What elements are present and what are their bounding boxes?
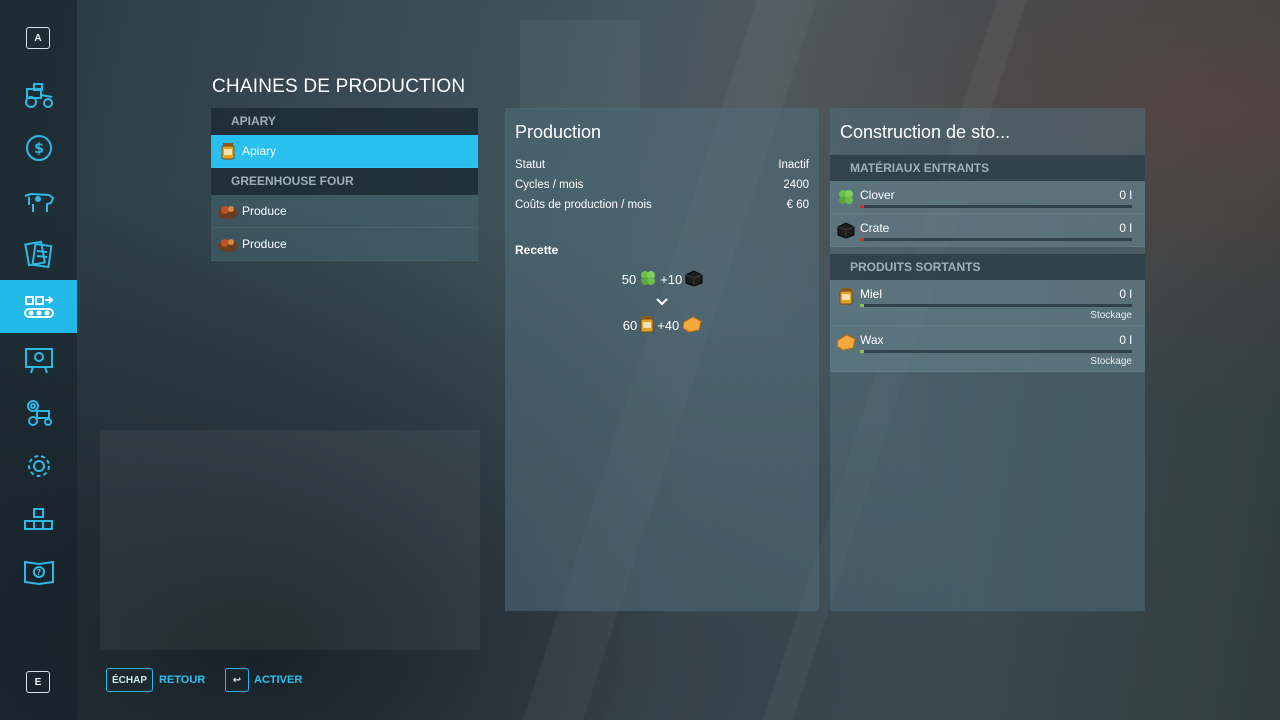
recipe-outputs: 60 +40: [505, 314, 819, 337]
sidebar: A $: [0, 0, 77, 720]
produce-icon: [217, 233, 239, 255]
stat-value: 2400: [783, 179, 809, 191]
svg-text:?: ?: [36, 568, 41, 577]
recipe-output-amount: 60: [622, 318, 638, 333]
list-section-header: APIARY: [211, 108, 478, 135]
outputs-header: PRODUITS SORTANTS: [830, 254, 1145, 280]
cow-icon: [24, 192, 54, 212]
page-title: CHAINES DE PRODUCTION: [212, 76, 466, 97]
produce-icon: [217, 200, 239, 222]
crate-icon: [684, 269, 704, 290]
nav-finances[interactable]: $: [0, 121, 77, 174]
material-name: Crate: [860, 221, 890, 235]
list-item-label: Apiary: [242, 144, 277, 158]
material-qty: 0 l: [1119, 333, 1132, 347]
vehicle-settings-icon: [26, 399, 52, 426]
honey-jar-icon: [217, 140, 239, 162]
list-item-label: Produce: [242, 204, 287, 218]
nav-animals[interactable]: [0, 174, 77, 227]
honey-jar-icon: [835, 285, 857, 307]
list-section-header: GREENHOUSE FOUR: [211, 168, 478, 195]
output-row-wax: Wax 0 l Stockage: [830, 326, 1145, 372]
output-row-miel: Miel 0 l Stockage: [830, 280, 1145, 326]
help-book-icon: ?: [23, 560, 54, 585]
fill-bar: [860, 350, 1132, 353]
stat-label: Coûts de production / mois: [515, 199, 652, 211]
list-item[interactable]: Produce: [211, 228, 478, 261]
stat-row-costs: Coûts de production / mois € 60: [505, 195, 819, 215]
storage-title: Construction de sto...: [840, 122, 1011, 142]
recipe-inputs: 50 +10: [505, 268, 819, 291]
recipe-label: Recette: [515, 243, 559, 257]
wax-icon: [835, 331, 857, 353]
tractor-icon: [24, 82, 53, 108]
gear-icon: [27, 454, 50, 477]
wax-icon: [681, 314, 703, 337]
nav-settings[interactable]: [0, 439, 77, 492]
crate-icon: [835, 219, 857, 241]
nav-contracts[interactable]: [0, 227, 77, 280]
clover-icon: [835, 186, 857, 208]
production-panel: Production Statut Inactif Cycles / mois …: [505, 108, 819, 611]
nav-production[interactable]: [0, 280, 77, 333]
nav-vehicle-settings[interactable]: [0, 386, 77, 439]
fill-bar: [860, 304, 1132, 307]
material-name: Clover: [860, 188, 895, 202]
activate-button[interactable]: ACTIVER: [254, 674, 303, 686]
map-icon: [24, 347, 53, 373]
list-item[interactable]: Apiary: [211, 135, 478, 168]
material-qty: 0 l: [1119, 188, 1132, 202]
input-row-clover: Clover 0 l: [830, 181, 1145, 214]
storage-panel: Construction de sto... MATÉRIAUX ENTRANT…: [830, 108, 1145, 611]
activate-key[interactable]: ↩: [225, 668, 249, 692]
fill-bar: [860, 238, 1132, 241]
production-icon: [23, 295, 54, 318]
list-item[interactable]: Produce: [211, 195, 478, 228]
svg-text:$: $: [34, 141, 44, 157]
chevron-down-icon: [655, 294, 669, 312]
stat-value: Inactif: [778, 159, 809, 171]
nav-help[interactable]: ?: [0, 545, 77, 598]
nav-vehicles[interactable]: [0, 68, 77, 121]
prev-tab-key[interactable]: A: [26, 27, 50, 49]
storage-mode: Stockage: [1090, 356, 1132, 367]
list-item-label: Produce: [242, 237, 287, 251]
recipe-input-amount: +10: [660, 272, 683, 287]
material-qty: 0 l: [1119, 287, 1132, 301]
input-row-crate: Crate 0 l: [830, 214, 1145, 247]
pallets-icon: [23, 507, 53, 530]
dollar-icon: $: [25, 134, 52, 161]
fill-bar: [860, 205, 1132, 208]
material-name: Miel: [860, 287, 883, 301]
nav-pallets[interactable]: [0, 492, 77, 545]
production-chain-list: APIARY Apiary GREENHOUSE FOUR Produce Pr…: [211, 108, 478, 261]
storage-mode: Stockage: [1090, 310, 1132, 321]
stat-value: € 60: [786, 199, 809, 211]
material-qty: 0 l: [1119, 221, 1132, 235]
next-tab-key[interactable]: E: [26, 671, 50, 693]
stat-label: Statut: [515, 159, 546, 171]
clover-icon: [638, 268, 658, 291]
back-key[interactable]: ÉCHAP: [106, 668, 153, 692]
back-button[interactable]: RETOUR: [159, 674, 206, 686]
recipe-input-amount: 50: [621, 272, 637, 287]
stat-label: Cycles / mois: [515, 179, 584, 191]
nav-map[interactable]: [0, 333, 77, 386]
honey-jar-icon: [639, 315, 655, 336]
contracts-icon: [23, 240, 52, 268]
material-name: Wax: [860, 333, 884, 347]
inputs-header: MATÉRIAUX ENTRANTS: [830, 155, 1145, 181]
stat-row-cycles: Cycles / mois 2400: [505, 175, 819, 195]
stat-row-status: Statut Inactif: [505, 155, 819, 175]
production-title: Production: [515, 122, 602, 142]
recipe-output-amount: +40: [657, 318, 680, 333]
